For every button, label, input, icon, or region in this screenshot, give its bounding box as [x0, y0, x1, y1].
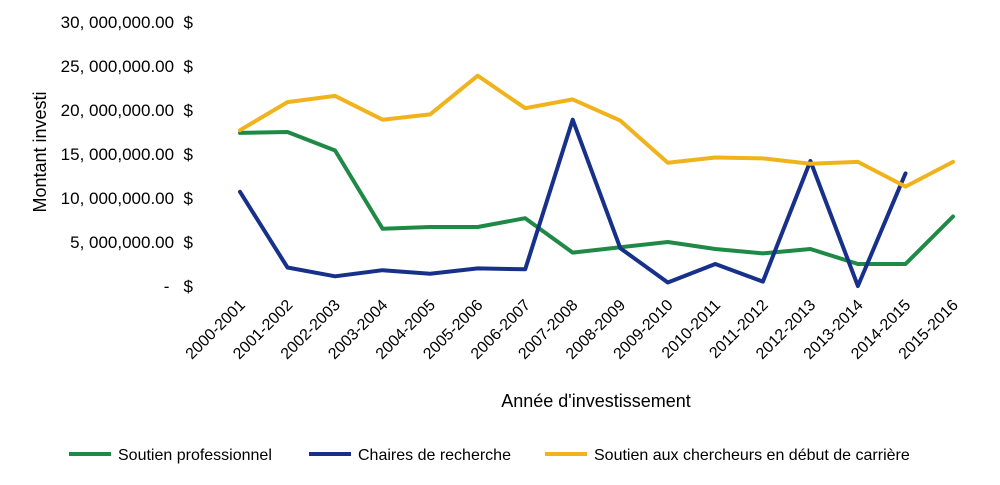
legend-label: Chaires de recherche	[358, 447, 511, 464]
y-axis-title: Montant investi	[30, 91, 50, 212]
y-tick-label: 30, 000,000.00 $	[61, 13, 194, 32]
series-line	[238, 117, 908, 288]
series-line	[238, 130, 955, 266]
legend: Soutien professionnel Chaires de recherch…	[69, 447, 910, 464]
x-axis-title: Année d'investissement	[501, 391, 691, 411]
y-tick-label: 15, 000,000.00 $	[61, 145, 194, 164]
legend-label: Soutien aux chercheurs en début de carri…	[594, 447, 910, 464]
legend-label: Soutien professionnel	[118, 447, 272, 464]
series-line	[238, 73, 955, 189]
y-tick-label: - $	[164, 277, 194, 296]
y-axis-ticks: - $ 5, 000,000.00 $ 10, 000,000.00 $ 15, 00…	[61, 13, 194, 296]
y-tick-label: 20, 000,000.00 $	[61, 101, 194, 120]
y-tick-label: 10, 000,000.00 $	[61, 189, 194, 208]
series-lines	[238, 73, 955, 288]
x-axis-ticks: 2000-20012001-20022002-20032003-20042004…	[183, 297, 962, 363]
y-tick-label: 5, 000,000.00 $	[70, 233, 193, 252]
y-tick-label: 25, 000,000.00 $	[61, 57, 194, 76]
